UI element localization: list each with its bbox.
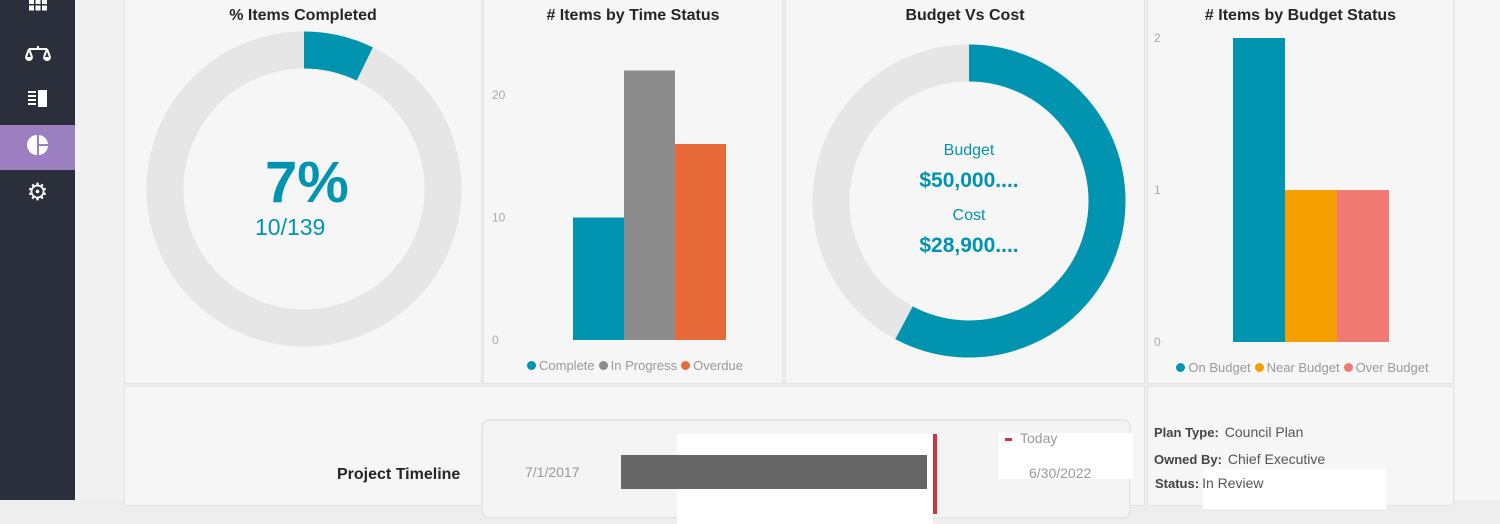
legend-marker xyxy=(527,361,536,370)
bar-complete xyxy=(573,217,624,340)
cost-value: $28,900.... xyxy=(919,234,1019,257)
completed-donut xyxy=(146,31,462,347)
donut-value-arc xyxy=(895,44,1126,358)
bar-on-budget xyxy=(1233,38,1285,342)
bar-near-budget xyxy=(1285,190,1337,342)
legend-label: Overdue xyxy=(693,358,743,373)
owned-by-label: Owned By: xyxy=(1154,452,1222,467)
legend-marker xyxy=(681,361,691,370)
legend-label: Complete xyxy=(539,358,595,373)
nav-dashboard[interactable] xyxy=(0,0,75,33)
plan-type-row: Plan Type: Council Plan xyxy=(1154,424,1303,442)
status-value: In Review xyxy=(1202,475,1264,491)
legend-marker xyxy=(1176,363,1186,372)
y-tick-label: 0 xyxy=(492,333,499,347)
grid-icon xyxy=(28,0,47,22)
legend-marker xyxy=(1254,363,1264,372)
panel-title: # Items by Time Status xyxy=(546,7,720,24)
gear-icon: ⚙ xyxy=(26,178,49,206)
nav-charts[interactable] xyxy=(0,125,75,170)
sidebar: ⚙ xyxy=(0,0,75,500)
panel-title: % Items Completed xyxy=(229,7,377,24)
nav-balance[interactable] xyxy=(0,34,75,79)
budget-label: Budget xyxy=(943,142,995,159)
legend-label: In Progress xyxy=(610,358,678,373)
timeline-title: Project Timeline xyxy=(337,466,461,483)
budget-status-chart: 0 1 2 xyxy=(1154,31,1389,349)
donut-value-arc xyxy=(303,31,373,81)
y-tick-label: 20 xyxy=(492,88,506,102)
timeline-end: 6/30/2022 xyxy=(1029,465,1092,481)
y-tick-label: 2 xyxy=(1154,31,1161,45)
y-tick-label: 0 xyxy=(1154,335,1161,349)
timeline-chart: 7/1/2017 Today 6/30/2022 xyxy=(481,419,1133,524)
time-status-chart: 0 10 20 xyxy=(492,70,726,347)
timeline-bar xyxy=(621,455,927,489)
legend-label: On Budget xyxy=(1188,360,1251,375)
chart-legend: Complete In Progress Overdue xyxy=(484,358,782,373)
timeline-panel: Project Timeline 7/1/2017 Today 6/30/202… xyxy=(124,386,1145,524)
plan-info-panel: Plan Type: Council Plan Owned By: Chief Ex… xyxy=(1147,386,1454,509)
today-legend: Today xyxy=(1005,430,1057,446)
cost-label: Cost xyxy=(952,207,986,224)
budget-status-panel: # Items by Budget Status 0 1 2 On Budget Ne… xyxy=(1147,0,1454,384)
percent-value: 7% xyxy=(265,150,349,215)
today-marker xyxy=(933,434,937,514)
chart-legend: On Budget Near Budget Over Budget xyxy=(1148,360,1453,375)
scales-icon xyxy=(24,44,51,69)
pie-chart-icon xyxy=(26,134,49,161)
budget-cost-panel: Budget Vs Cost Budget $50,000.... Cost $… xyxy=(785,0,1145,384)
owned-by-value: Chief Executive xyxy=(1227,451,1326,467)
owned-by-row: Owned By: Chief Executive xyxy=(1154,451,1325,469)
legend-label: Near Budget xyxy=(1266,360,1340,375)
y-tick-label: 10 xyxy=(492,211,506,225)
y-tick-label: 1 xyxy=(1154,183,1161,197)
legend-marker xyxy=(598,361,608,370)
plan-type-value: Council Plan xyxy=(1224,424,1304,440)
budget-cost-donut xyxy=(812,44,1126,358)
nav-details[interactable] xyxy=(0,79,75,124)
budget-value: $50,000.... xyxy=(919,169,1019,192)
count-value: 10/139 xyxy=(255,214,326,240)
legend-label: Over Budget xyxy=(1355,360,1429,375)
status-label: Status: xyxy=(1155,476,1200,491)
time-status-panel: # Items by Time Status 0 10 20 Complete In … xyxy=(483,0,783,384)
plan-type-label: Plan Type: xyxy=(1154,425,1219,440)
today-legend-label: Today xyxy=(1020,430,1058,446)
bar-over-budget xyxy=(1337,190,1389,342)
bar-overdue xyxy=(675,144,726,340)
content-margin xyxy=(75,0,124,500)
items-completed-panel: % Items Completed 7% 10/139 xyxy=(124,0,482,384)
legend-marker xyxy=(1343,363,1353,372)
timeline-start: 7/1/2017 xyxy=(525,464,580,480)
right-margin xyxy=(1455,0,1500,500)
today-legend-marker xyxy=(1005,437,1012,441)
status-row: Status: In Review xyxy=(1155,475,1264,493)
list-panel-icon xyxy=(27,90,48,113)
nav-settings[interactable]: ⚙ xyxy=(0,170,75,215)
bar-in-progress xyxy=(624,70,675,340)
panel-title: Budget Vs Cost xyxy=(905,7,1025,24)
panel-title: # Items by Budget Status xyxy=(1204,7,1397,24)
